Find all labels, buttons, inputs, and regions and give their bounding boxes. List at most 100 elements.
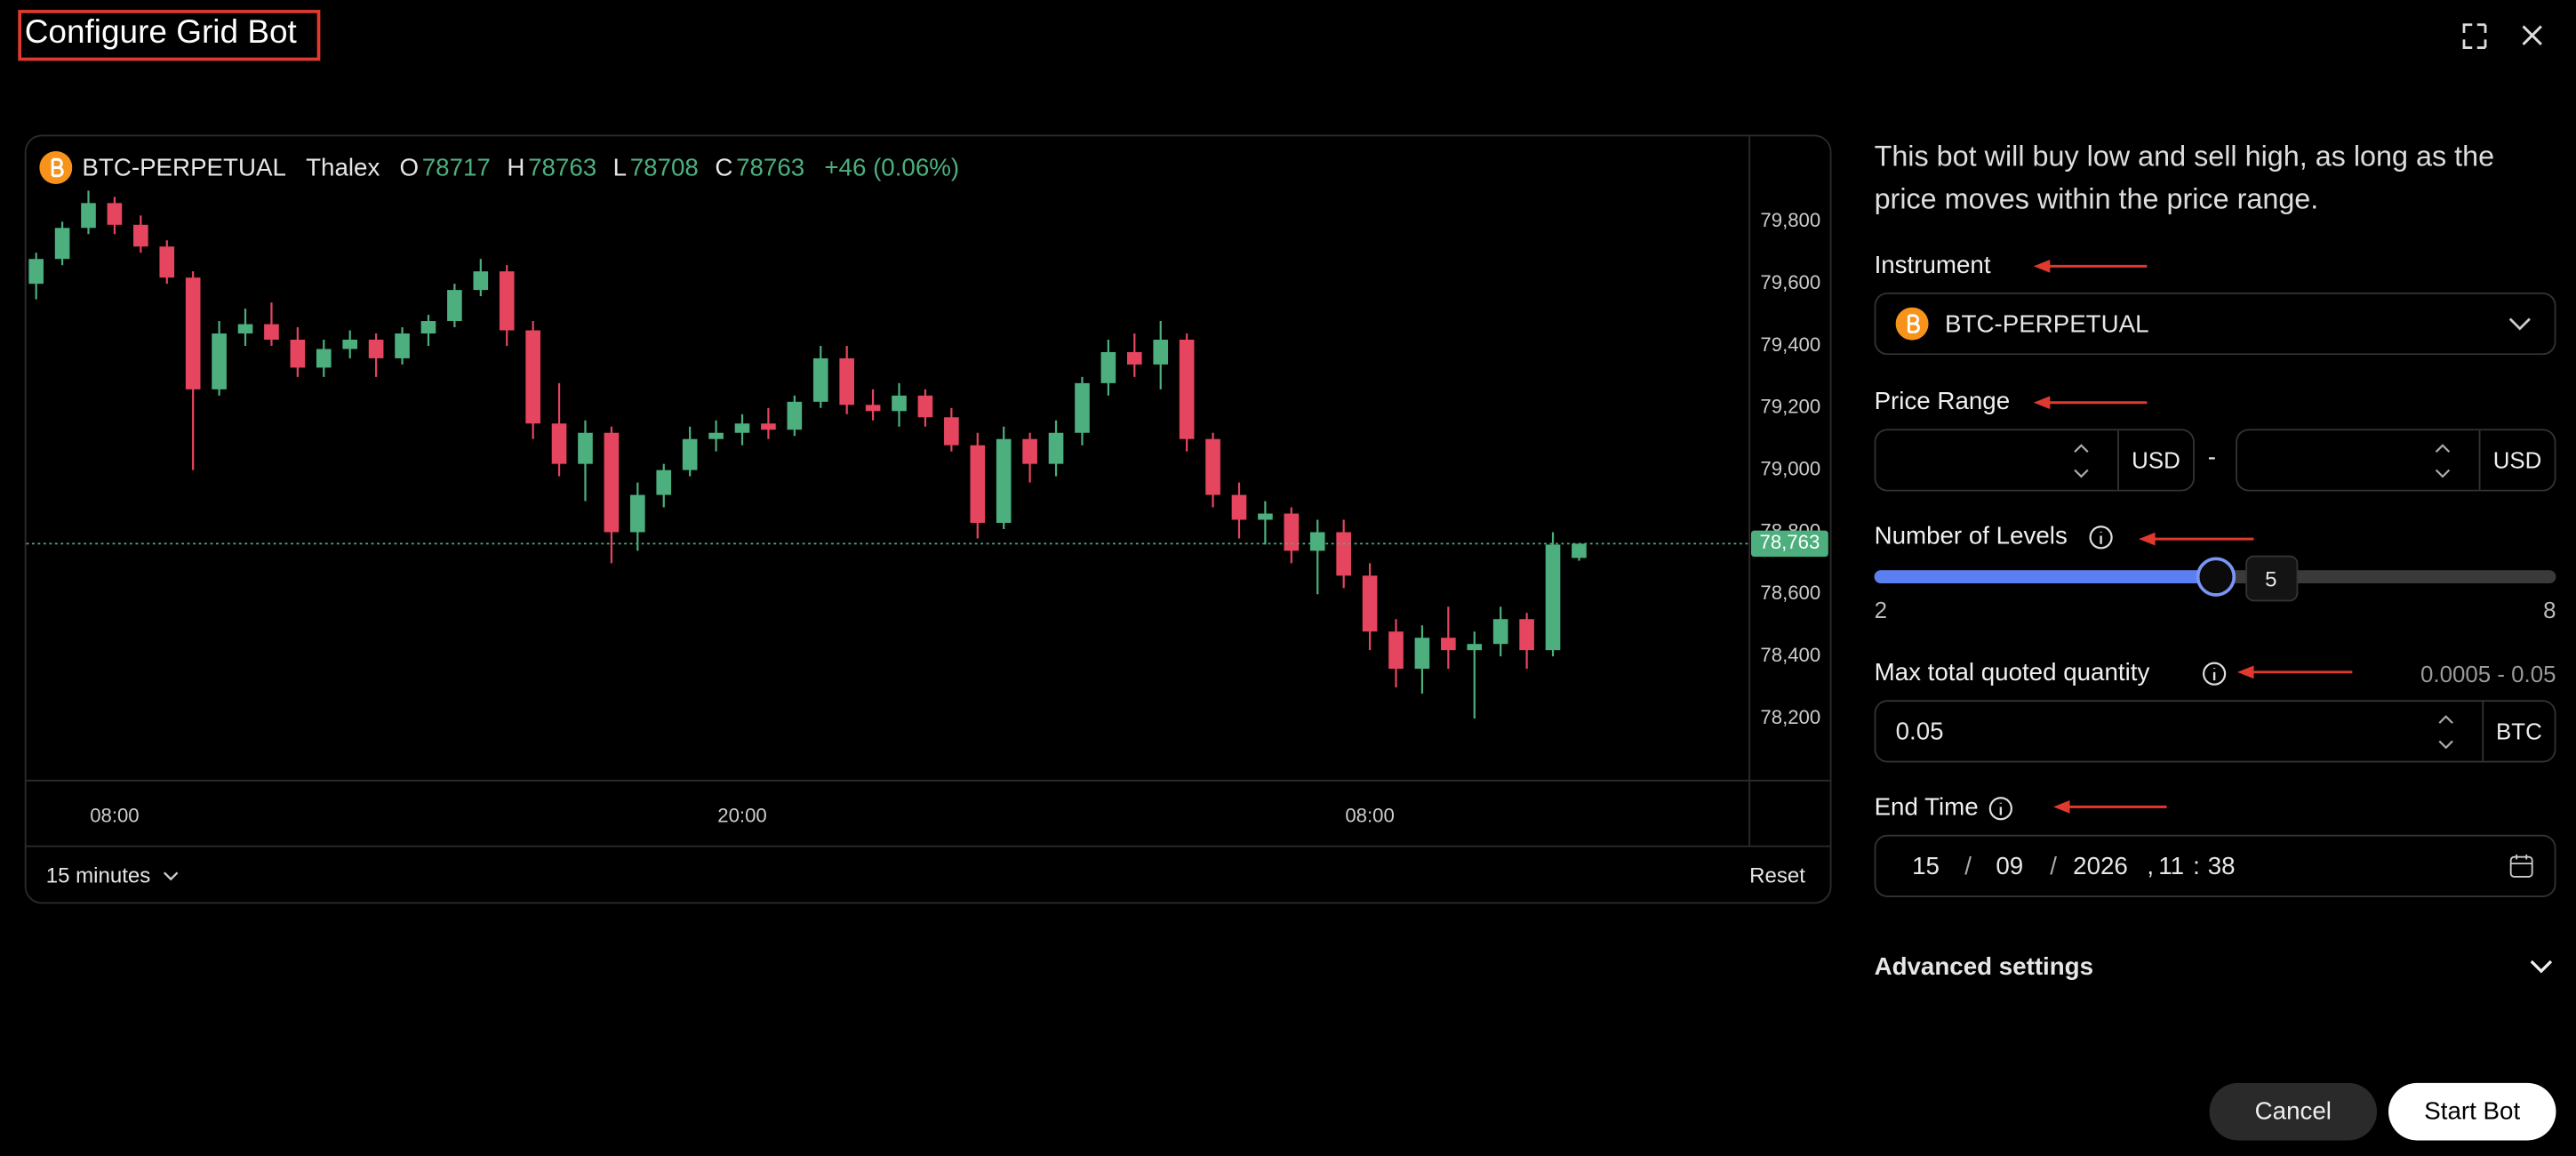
candle-body (81, 203, 96, 229)
price-range-label: Price Range (1874, 388, 2011, 416)
spinner[interactable] (2431, 438, 2454, 484)
y-tick-label: 79,000 (1760, 457, 1820, 479)
ohlc-label: O (399, 153, 420, 182)
ohlc-label: H (507, 153, 525, 182)
price-max-input[interactable]: USD (2236, 429, 2556, 492)
slider-min: 2 (1874, 596, 1887, 623)
candle-body (630, 494, 645, 533)
close-button[interactable] (2522, 25, 2542, 45)
expand-button[interactable] (2462, 23, 2487, 49)
info-icon[interactable] (2199, 659, 2228, 688)
ohlc-value: 78708 (629, 153, 699, 182)
candle-body (708, 432, 724, 439)
candle-body (316, 349, 332, 368)
candle-body (970, 445, 986, 523)
advanced-label: Advanced settings (1874, 952, 2094, 982)
candle-body (212, 333, 227, 389)
candle-body (1153, 339, 1169, 365)
unit: USD (2478, 430, 2555, 490)
instrument-select[interactable]: BTC-PERPETUAL (1874, 292, 2556, 356)
hour: 11 (2158, 853, 2185, 881)
exchange: Thalex (306, 153, 380, 182)
price-min-input[interactable]: USD (1874, 429, 2195, 492)
reset-button[interactable]: Reset (1749, 863, 1805, 887)
end-time-label: End Time (1874, 793, 1979, 822)
candle-body (787, 401, 803, 430)
y-tick-label: 79,600 (1760, 271, 1820, 293)
candle-body (1205, 438, 1220, 495)
candle-body (185, 277, 201, 389)
candle-body (1336, 532, 1351, 576)
advanced-settings[interactable]: Advanced settings (1875, 953, 2556, 981)
candle-body (1467, 644, 1483, 651)
last-price-tag (1750, 530, 1828, 558)
candle-body (1414, 638, 1430, 670)
x-tick-label: 08:00 (90, 804, 139, 826)
candle-body (1126, 351, 1142, 365)
spinner[interactable] (2069, 438, 2092, 484)
candle-body (1492, 619, 1508, 645)
end-time-input[interactable]: 15 / 09 / 2026 , 11 : 38 (1874, 834, 2556, 898)
candle-body (107, 203, 123, 225)
slider-thumb[interactable] (2195, 557, 2236, 597)
candle-body (1231, 494, 1247, 520)
quantity-value: 0.05 (1895, 718, 1944, 746)
candle-body (839, 357, 854, 405)
candle-body (1022, 438, 1037, 464)
candle-body (1388, 631, 1404, 670)
y-tick-label: 78,400 (1760, 644, 1820, 666)
chevron (2508, 317, 2531, 331)
y-tick-label: 78,200 (1760, 706, 1820, 728)
quantity-range: 0.0005 - 0.05 (2420, 660, 2556, 687)
day: 15 (1912, 853, 1940, 881)
chevron (2530, 959, 2553, 974)
candle-body (368, 339, 384, 358)
candle-body (1362, 575, 1378, 632)
chart: 78,20078,40078,60078,80079,00079,20079,4… (24, 134, 1832, 904)
unit: BTC (2482, 702, 2554, 761)
candle-body (342, 339, 358, 349)
chevron (163, 871, 178, 880)
candle-body (1545, 544, 1561, 651)
candle-body (551, 423, 567, 464)
interval: 15 minutes (45, 863, 151, 887)
chart-legend: BTC-PERPETUAL Thalex O 78717 H 78763 L 78708 C… (39, 151, 962, 184)
calendar-icon[interactable] (2508, 853, 2535, 879)
candle-body (1179, 339, 1195, 439)
interval-select[interactable]: 15 minutes (46, 863, 180, 887)
info-icon[interactable] (2086, 523, 2116, 552)
year: 2026 (2073, 853, 2128, 881)
candle-body (290, 339, 306, 368)
window-controls (2462, 23, 2542, 49)
range-separator: - (2207, 443, 2216, 472)
y-tick-label: 78,600 (1760, 582, 1820, 604)
quantity-input[interactable]: 0.05 BTC (1874, 700, 2556, 763)
candle-body (237, 324, 253, 334)
candle-body (447, 290, 462, 322)
cancel-button[interactable]: Cancel (2209, 1082, 2378, 1141)
start-button[interactable]: Start Bot (2388, 1082, 2556, 1141)
candle-body (159, 246, 175, 278)
candle-body (996, 438, 1012, 523)
change: +46 (0.06%) (824, 153, 960, 182)
info-icon[interactable] (1986, 794, 2015, 823)
last-price-label: 78,763 (1760, 531, 1820, 553)
separator: / (2050, 853, 2058, 881)
candle-body (1284, 513, 1300, 551)
ohlc-value: 78717 (421, 153, 491, 182)
ohlc-label: L (612, 153, 628, 182)
slider-value: 5 (2244, 555, 2298, 602)
separator: : (2193, 853, 2200, 881)
ohlc-item: C 78763 (715, 154, 808, 181)
candle-body (1100, 351, 1116, 383)
month: 09 (1996, 853, 2024, 881)
y-tick-label: 79,400 (1760, 333, 1820, 356)
candle-body (656, 470, 672, 495)
candles (28, 190, 1587, 718)
ohlc-item: O 78717 (399, 154, 493, 181)
slider-fill (1874, 570, 2216, 584)
minute: 38 (2207, 853, 2236, 881)
candle-body (54, 228, 70, 260)
chart-frame (24, 134, 1832, 904)
spinner[interactable] (2435, 708, 2458, 754)
